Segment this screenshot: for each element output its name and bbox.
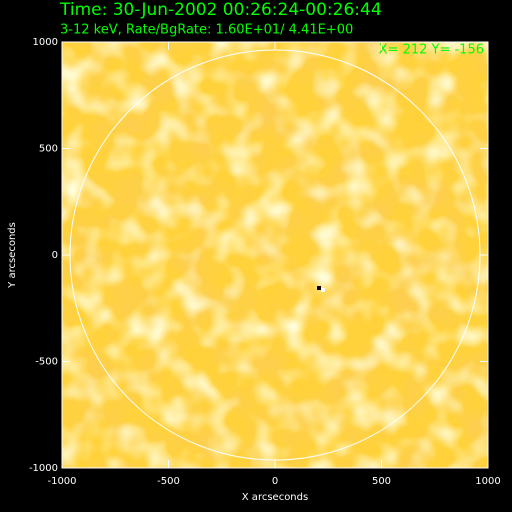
y-tick-label: 1000	[33, 37, 58, 48]
chart-subtitle: 3-12 keV, Rate/BgRate: 1.60E+01/ 4.41E+0…	[60, 23, 353, 38]
y-tick-label: -1000	[29, 463, 58, 474]
x-tick-label: 1000	[475, 476, 500, 487]
source	[317, 286, 321, 290]
source-core	[321, 288, 325, 292]
y-axis-label: Y arcseconds	[7, 222, 18, 289]
chart-title: Time: 30-Jun-2002 00:26:24-00:26:44	[59, 0, 382, 20]
x-tick-label: 500	[372, 476, 391, 487]
x-axis-label: X arcseconds	[242, 492, 308, 503]
x-tick-label: -1000	[47, 476, 76, 487]
image	[62, 42, 488, 468]
x-tick-label: 0	[272, 476, 278, 487]
y-tick-label: -500	[35, 357, 58, 368]
x-tick-label: -500	[157, 476, 180, 487]
y-tick-label: 0	[52, 250, 58, 261]
y-tick-label: 500	[39, 144, 58, 155]
annotation: X= 212 Y= -156	[379, 43, 484, 58]
